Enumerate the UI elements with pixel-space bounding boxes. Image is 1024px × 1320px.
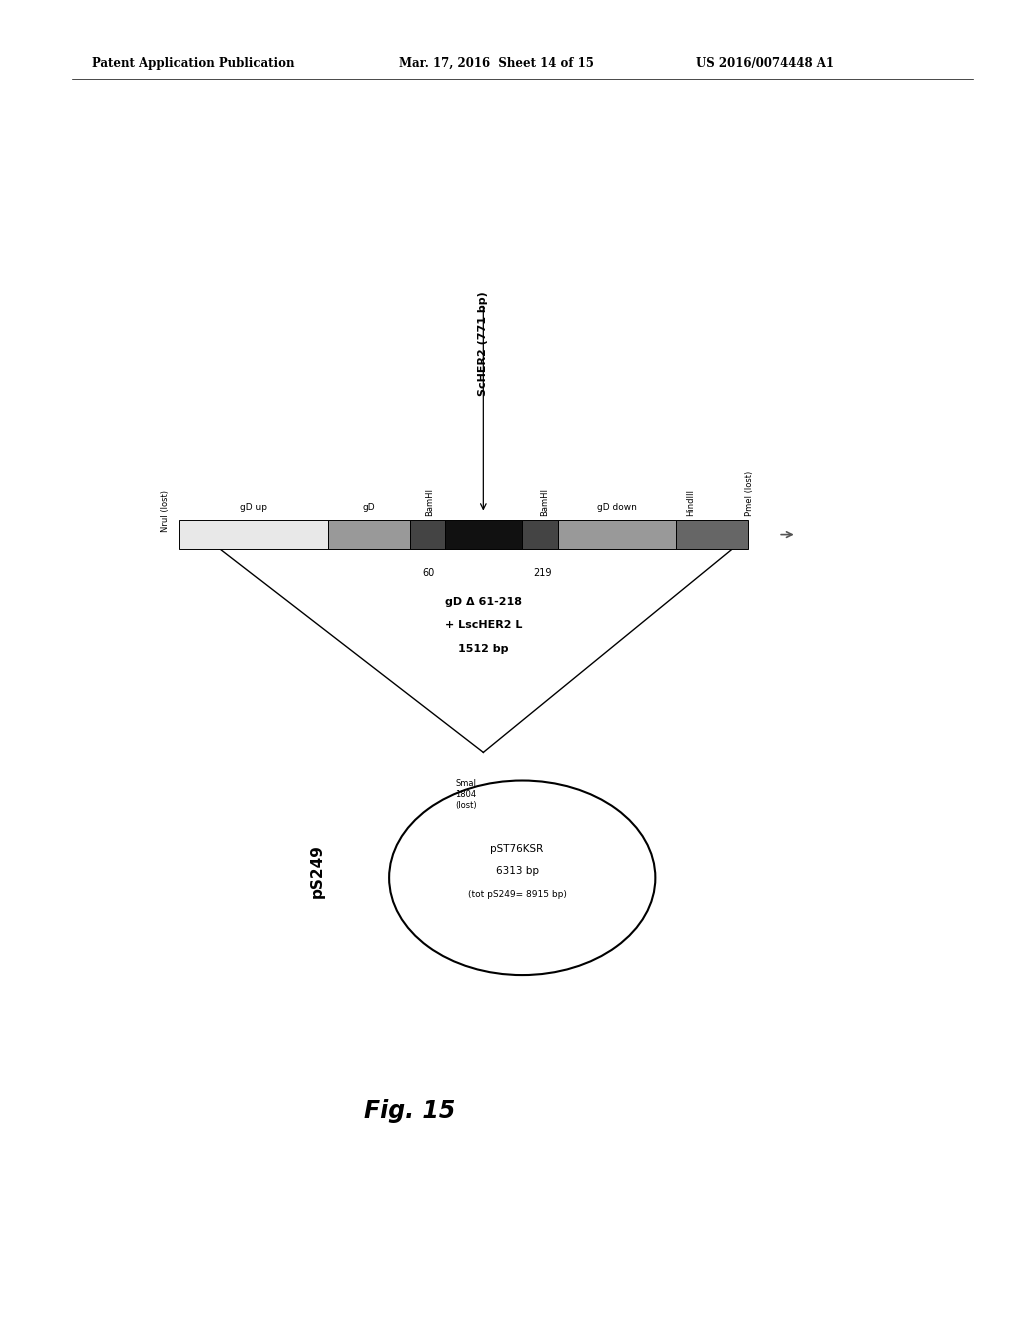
Text: (tot pS249= 8915 bp): (tot pS249= 8915 bp): [468, 891, 566, 899]
Bar: [522, 520, 558, 549]
Text: PmeI (lost): PmeI (lost): [745, 471, 755, 516]
Text: gD Δ 61-218: gD Δ 61-218: [444, 597, 522, 607]
Text: pS249: pS249: [310, 845, 325, 898]
Text: SmaI
1804
(lost): SmaI 1804 (lost): [455, 779, 477, 810]
Text: BamHI: BamHI: [540, 488, 549, 516]
Text: pST76KSR: pST76KSR: [490, 843, 544, 854]
Text: + LscHER2 L: + LscHER2 L: [444, 620, 522, 631]
Text: Fig. 15: Fig. 15: [364, 1100, 455, 1123]
Text: Patent Application Publication: Patent Application Publication: [92, 57, 295, 70]
Text: NruI (lost): NruI (lost): [162, 490, 170, 532]
Text: 6313 bp: 6313 bp: [496, 866, 539, 876]
Text: ScHER2 (771 bp): ScHER2 (771 bp): [478, 290, 488, 396]
Text: gD up: gD up: [240, 503, 267, 512]
Text: 1512 bp: 1512 bp: [458, 644, 509, 655]
Text: 219: 219: [534, 568, 552, 578]
Text: 60: 60: [422, 568, 434, 578]
Text: HindIII: HindIII: [686, 490, 695, 516]
Ellipse shape: [389, 780, 655, 975]
Bar: [179, 520, 328, 549]
Text: gD down: gD down: [597, 503, 637, 512]
Bar: [558, 520, 676, 549]
Text: BamHI: BamHI: [425, 488, 434, 516]
Text: gD: gD: [362, 503, 375, 512]
Bar: [328, 520, 410, 549]
Bar: [445, 520, 522, 549]
Text: US 2016/0074448 A1: US 2016/0074448 A1: [696, 57, 835, 70]
Text: Mar. 17, 2016  Sheet 14 of 15: Mar. 17, 2016 Sheet 14 of 15: [399, 57, 594, 70]
Bar: [410, 520, 445, 549]
Bar: [676, 520, 748, 549]
